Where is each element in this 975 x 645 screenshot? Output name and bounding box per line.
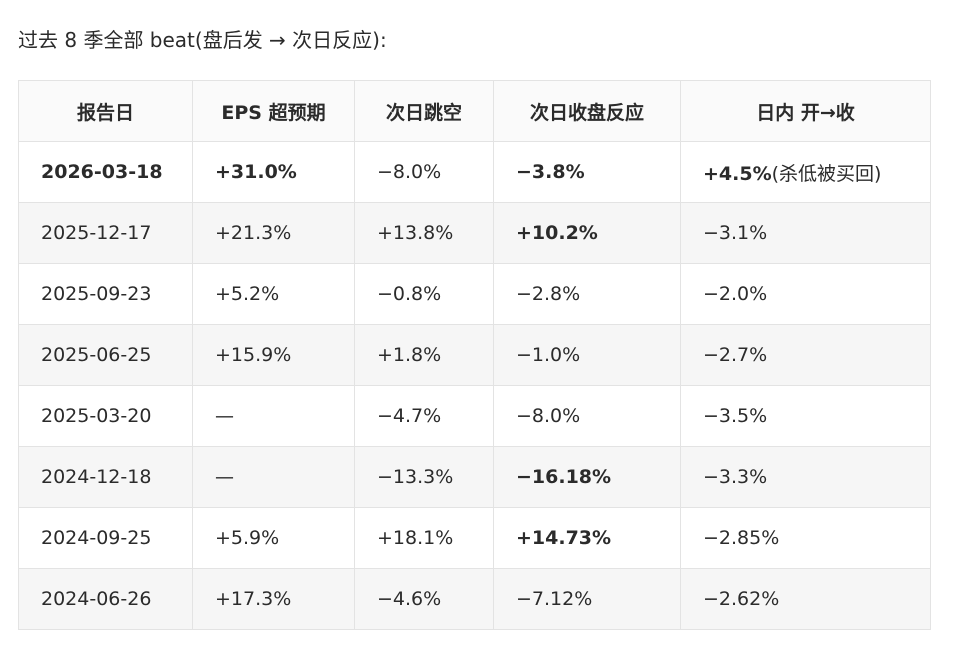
table-cell: +21.3%	[192, 202, 355, 264]
table-cell: −3.1%	[680, 202, 931, 264]
table-cell: —	[192, 446, 355, 508]
cell-text: (杀低被买回)	[771, 162, 882, 185]
table-cell: +14.73%	[493, 507, 681, 569]
header-row: 报告日 EPS 超预期 次日跳空 次日收盘反应 日内 开→收	[18, 80, 931, 142]
table: 报告日 EPS 超预期 次日跳空 次日收盘反应 日内 开→收 2026-03-18 +31…	[18, 80, 931, 630]
table-row: 2025-12-17 +21.3% +13.8% +10.2% −3.1%	[18, 202, 931, 264]
table-row: 2024-06-26 +17.3% −4.6% −7.12% −2.62%	[18, 568, 931, 630]
table-cell: 2025-09-23	[18, 263, 193, 325]
table-cell: −13.3%	[354, 446, 494, 508]
table-cell: 2024-09-25	[18, 507, 193, 569]
table-cell: +4.5%(杀低被买回)	[680, 141, 931, 203]
table-cell: −3.5%	[680, 385, 931, 447]
table-row: 2026-03-18 +31.0% −8.0% −3.8% +4.5%(杀低被买回)	[18, 141, 931, 203]
table-cell: +10.2%	[493, 202, 681, 264]
cell-text: +4.5%	[703, 162, 772, 185]
table-cell: +15.9%	[192, 324, 355, 386]
table-cell: −2.62%	[680, 568, 931, 630]
table-cell: +18.1%	[354, 507, 494, 569]
table-cell: −2.8%	[493, 263, 681, 325]
header-cell: 日内 开→收	[680, 80, 931, 142]
header-cell: 报告日	[18, 80, 193, 142]
table-cell: −3.8%	[493, 141, 681, 203]
title: 过去 8 季全部 beat(盘后发 → 次日反应):	[18, 28, 387, 52]
table-cell: −8.0%	[493, 385, 681, 447]
table-row: 2025-06-25 +15.9% +1.8% −1.0% −2.7%	[18, 324, 931, 386]
table-row: 2024-09-25 +5.9% +18.1% +14.73% −2.85%	[18, 507, 931, 569]
table-row: 2025-09-23 +5.2% −0.8% −2.8% −2.0%	[18, 263, 931, 325]
table-cell: +17.3%	[192, 568, 355, 630]
table-cell: +5.2%	[192, 263, 355, 325]
table-cell: +13.8%	[354, 202, 494, 264]
table-cell: −2.85%	[680, 507, 931, 569]
table-cell: 2025-12-17	[18, 202, 193, 264]
table-row: 2025-03-20— −4.7% −8.0% −3.5%	[18, 385, 931, 447]
table-cell: +5.9%	[192, 507, 355, 569]
table-cell: 2024-06-26	[18, 568, 193, 630]
table-cell: +31.0%	[192, 141, 355, 203]
table-row: 2024-12-18— −13.3% −16.18% −3.3%	[18, 446, 931, 508]
table-body: 2026-03-18 +31.0% −8.0% −3.8% +4.5%(杀低被买回) 20…	[18, 141, 931, 630]
table-cell: −8.0%	[354, 141, 494, 203]
table-cell: −1.0%	[493, 324, 681, 386]
table-cell: +1.8%	[354, 324, 494, 386]
table-cell: −4.6%	[354, 568, 494, 630]
table-cell: −7.12%	[493, 568, 681, 630]
table-cell: 2026-03-18	[18, 141, 193, 203]
table-cell: −2.7%	[680, 324, 931, 386]
table-cell: 2024-12-18	[18, 446, 193, 508]
table-cell: −2.0%	[680, 263, 931, 325]
table-cell: —	[192, 385, 355, 447]
table-cell: 2025-06-25	[18, 324, 193, 386]
table-cell: 2025-03-20	[18, 385, 193, 447]
table-cell: −16.18%	[493, 446, 681, 508]
table-cell: −0.8%	[354, 263, 494, 325]
header-cell: 次日跳空	[354, 80, 494, 142]
header-cell: EPS 超预期	[192, 80, 355, 142]
table-cell: −3.3%	[680, 446, 931, 508]
header-cell: 次日收盘反应	[493, 80, 681, 142]
table-cell: −4.7%	[354, 385, 494, 447]
